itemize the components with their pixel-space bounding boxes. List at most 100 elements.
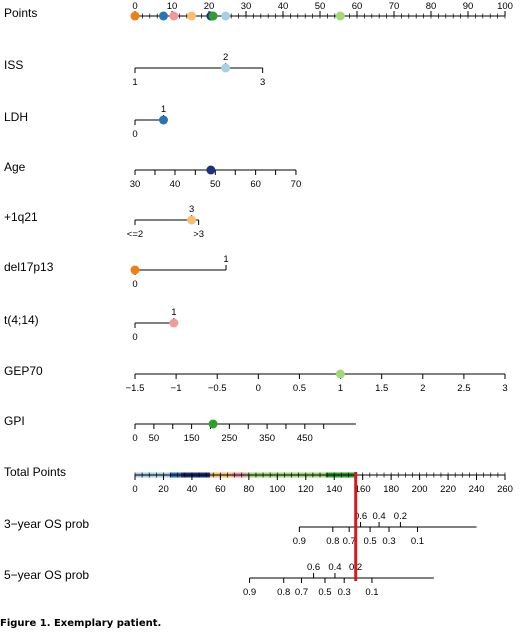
tick-label: 3	[189, 204, 194, 215]
tick-label: 1	[171, 307, 176, 318]
patient-point-dot	[187, 11, 197, 21]
tick-label: 40	[278, 1, 289, 12]
tick-label: 50	[315, 1, 326, 12]
tick-label: 0.8	[326, 536, 339, 547]
tick-label: 60	[352, 1, 363, 12]
tick-label: 1.5	[375, 383, 388, 394]
row-q21: +1q21 <=2 3 >3	[4, 204, 204, 240]
tick-label: 0.9	[243, 587, 256, 598]
tick-label: 20	[158, 484, 169, 495]
tick-label: 50	[210, 179, 221, 190]
tick-label: 0.4	[372, 511, 385, 522]
row-total: Total Points 0 20 40 60 80 100 120 140 160 180 200 2…	[4, 465, 513, 495]
tick-label: 80	[244, 484, 255, 495]
tick-label: 40	[170, 179, 181, 190]
tick-label: 3	[260, 77, 265, 88]
row-label-ldh: LDH	[4, 110, 28, 124]
tick-label: 150	[184, 433, 200, 444]
tick-label: 70	[389, 1, 400, 12]
row-label-iss: ISS	[4, 58, 23, 72]
tick-label: 250	[221, 433, 237, 444]
row-label-os3: 3−year OS prob	[4, 517, 89, 531]
patient-point-dot	[208, 11, 218, 21]
patient-point-dot	[158, 11, 168, 21]
tick-label: 160	[355, 484, 371, 495]
row-age: Age 30 40 50 60 70	[4, 160, 301, 190]
tick-label: −1	[171, 383, 182, 394]
row-label-points: Points	[4, 6, 37, 20]
tick-label: 0	[132, 279, 137, 290]
tick-label: 0	[132, 484, 137, 495]
tick-label: 0.6	[307, 562, 320, 573]
tick-label: 0.9	[293, 536, 306, 547]
tick-label: −0.5	[208, 383, 227, 394]
row-label-os5: 5−year OS prob	[4, 568, 89, 582]
tick-label: 10	[167, 1, 178, 12]
tick-label: 40	[187, 484, 198, 495]
row-gep70: GEP70 −1.5 −1 −0.5 0 0.5 1 1.5 2 2.5 3	[4, 364, 508, 394]
tick-label: 0	[132, 332, 137, 343]
tick-label: −1.5	[126, 383, 145, 394]
row-del17p13: del17p13 0 1	[4, 254, 229, 290]
row-label-age: Age	[4, 160, 26, 174]
tick-label: 350	[259, 433, 275, 444]
patient-point-dot	[169, 11, 179, 21]
tick-label: 450	[297, 433, 313, 444]
tick-label: 2.5	[457, 383, 470, 394]
row-label-gep70: GEP70	[4, 364, 43, 378]
tick-label: 1	[338, 383, 343, 394]
tick-label: 0.6	[354, 511, 367, 522]
tick-label: 220	[440, 484, 456, 495]
row-label-del17p13: del17p13	[4, 260, 54, 274]
tick-label: 140	[326, 484, 342, 495]
row-points: Points 0 10 20 30 40 50 60 70 80 90 100	[4, 1, 513, 21]
patient-point-dot	[130, 11, 140, 21]
tick-label: <=2	[127, 229, 143, 240]
tick-label: 240	[469, 484, 485, 495]
tick-label: 0.5	[318, 587, 331, 598]
tick-label: 0.2	[394, 511, 407, 522]
tick-label: 60	[215, 484, 226, 495]
patient-value-dot	[221, 63, 231, 73]
tick-label: 0.8	[277, 587, 290, 598]
tick-label: 0.3	[338, 587, 351, 598]
tick-label: 0.3	[382, 536, 395, 547]
tick-label: 180	[383, 484, 399, 495]
figure-caption: Figure 1. Exemplary patient.	[0, 618, 162, 629]
tick-label: 100	[269, 484, 285, 495]
tick-label: 20	[204, 1, 215, 12]
tick-label: >3	[193, 229, 204, 240]
patient-value-dot	[169, 318, 179, 328]
patient-point-dot	[221, 11, 231, 21]
row-gpi: GPI 0 50 150 250 350 450	[4, 414, 356, 444]
row-label-gpi: GPI	[4, 414, 25, 428]
tick-label: 0.1	[365, 587, 378, 598]
tick-label: 0.4	[328, 562, 341, 573]
patient-value-dot	[335, 369, 345, 379]
tick-label: 30	[130, 179, 141, 190]
tick-label: 200	[412, 484, 428, 495]
tick-label: 2	[420, 383, 425, 394]
row-ldh: LDH 0 1	[4, 104, 168, 140]
tick-label: 30	[241, 1, 252, 12]
tick-label: 0	[256, 383, 261, 394]
tick-label: 3	[502, 383, 507, 394]
row-label-q21: +1q21	[4, 210, 38, 224]
tick-label: 1	[132, 77, 137, 88]
patient-value-dot	[158, 115, 168, 125]
patient-point-dot	[335, 11, 345, 21]
row-t414: t(4;14) 0 1	[4, 307, 179, 343]
patient-value-dot	[130, 265, 140, 275]
tick-label: 100	[497, 1, 513, 12]
patient-value-dot	[187, 215, 197, 225]
tick-label: 50	[149, 433, 160, 444]
tick-label: 120	[298, 484, 314, 495]
tick-label: 0.7	[295, 587, 308, 598]
row-os3: 3−year OS prob 0.9 0.8 0.7 0.6 0.5 0.4 0.3 0.2 0.…	[4, 511, 477, 547]
tick-label: 0.5	[363, 536, 376, 547]
tick-label: 0	[132, 1, 137, 12]
tick-label: 260	[497, 484, 513, 495]
row-label-total: Total Points	[4, 465, 66, 479]
row-iss: ISS 1 2 3	[4, 52, 265, 88]
